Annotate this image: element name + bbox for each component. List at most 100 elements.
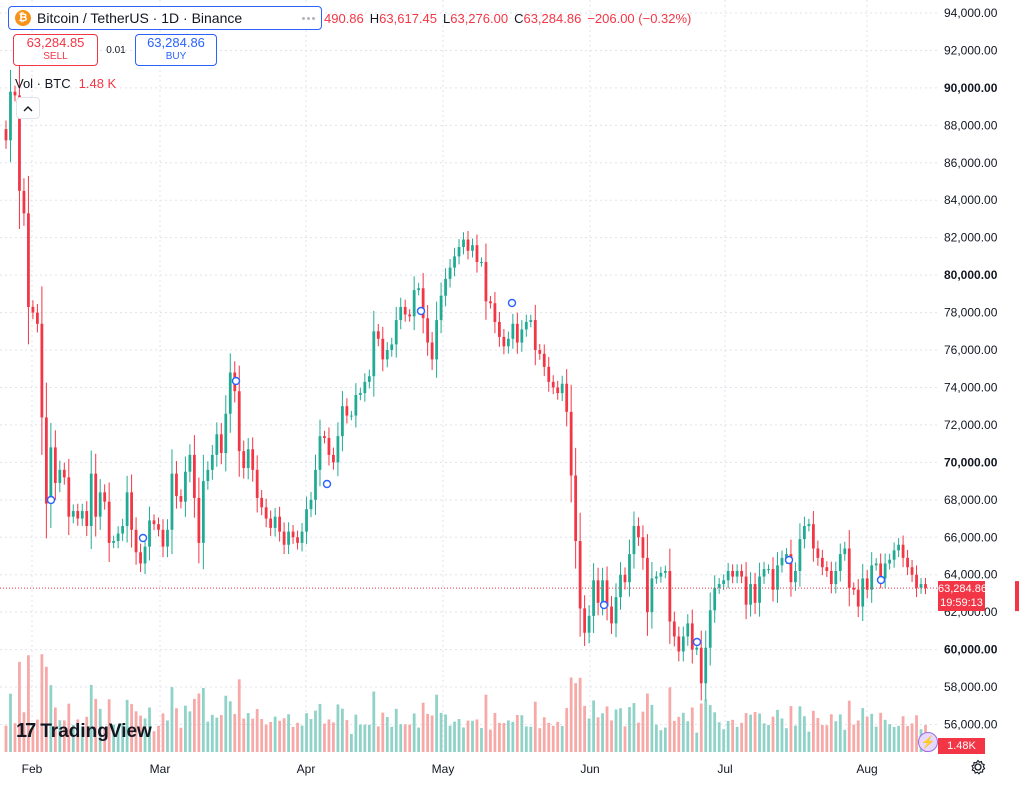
candle [637,526,640,538]
ohlc-legend: 490.86 H63,617.45 L63,276.00 C63,284.86 … [324,11,691,26]
candle [506,338,510,347]
volume-bar [592,700,595,752]
candle [489,301,492,304]
symbol-title[interactable]: Bitcoin / TetherUS · 1D · Binance [37,10,243,26]
candle [883,563,887,579]
sell-button[interactable]: 63,284.85 SELL [13,34,98,66]
volume-bar [515,715,519,752]
candle [224,413,228,454]
candle [699,647,703,684]
candle [291,531,295,538]
low-value: 63,276.00 [450,11,509,26]
volume-bar [201,687,205,752]
candle [717,584,721,588]
candle [897,544,900,551]
buy-price: 63,284.86 [147,35,205,50]
volume-bar [237,679,241,752]
buy-button[interactable]: 63,284.86 BUY [135,34,217,66]
volume-bar [367,724,371,752]
volume-bar [829,714,833,752]
volume-bar [901,716,905,752]
event-marker [692,637,702,647]
volume-bar [130,704,133,752]
settings-gear-icon[interactable] [970,759,986,775]
event-marker [876,575,886,585]
volume-bar [376,726,380,752]
more-dots-icon[interactable] [302,16,315,20]
candle [94,473,98,517]
last-price-label: 63,284.86 19:59:13 [938,581,987,611]
volume-bar [251,718,255,752]
y-axis-label: 74,000.00 [944,380,998,394]
candle [242,451,246,468]
candle [879,563,883,579]
volume-bar [628,707,631,752]
candle [336,436,340,463]
candle [726,570,730,581]
candle [780,557,784,566]
candle [112,541,116,543]
candle [354,394,358,416]
candle [264,507,268,519]
volume-bar [803,716,806,752]
volume-bar [296,722,299,752]
x-axis-label: Mar [150,762,171,776]
candle [789,554,793,583]
volume-bar [785,728,788,752]
volume-bar [704,699,708,752]
volume-bar [166,720,169,752]
candle [300,531,304,543]
candle [892,550,896,560]
volume-bar [888,724,892,752]
volume-bar [273,716,277,752]
volume-bar [71,724,75,752]
volume-bar [94,698,98,752]
candle [681,636,685,652]
symbol-search-pill[interactable]: ₿ Bitcoin / TetherUS · 1D · Binance [8,6,322,30]
candle [856,589,860,607]
volume-bar [206,721,210,752]
volume-bar [794,725,797,752]
volume-bar [421,702,425,752]
candle [569,411,573,476]
volume-bar [560,726,564,752]
tradingview-logo[interactable]: 17 TradingView [16,720,152,743]
candle [686,623,690,637]
volume-legend[interactable]: Vol · BTC 1.48 K [15,76,116,91]
candle [161,529,165,547]
volume-bar [511,721,515,752]
volume-bar [408,724,412,752]
volume-bar [776,709,779,752]
volume-badge: 1.48K [938,738,985,754]
collapse-legend-button[interactable] [16,97,40,119]
volume-bar [444,714,447,752]
buy-label: BUY [165,51,187,62]
x-axis-label: Jul [717,762,732,776]
candle [107,501,111,543]
volume-bar [385,717,389,752]
sell-label: SELL [43,51,68,62]
candle [466,239,470,251]
close-value: 63,284.86 [523,11,582,26]
volume-bar [318,703,322,752]
sell-price: 63,284.85 [26,35,85,50]
volume-bar [762,723,766,752]
volume-bar [892,727,896,752]
volume-bar [349,734,353,752]
candle [22,190,26,214]
lightning-icon[interactable]: ⚡ [918,732,938,752]
candle [372,331,376,377]
volume-bar [323,723,326,752]
candle [888,559,892,564]
volume-bar [224,695,228,752]
candle [767,569,770,571]
volume-bar [13,723,17,752]
volume-bar [726,721,730,752]
candle [632,526,636,555]
volume-bar [466,720,470,752]
candle [453,256,456,268]
volume-bar [587,718,591,752]
y-axis-label: 76,000.00 [944,343,998,357]
candle [641,537,645,558]
